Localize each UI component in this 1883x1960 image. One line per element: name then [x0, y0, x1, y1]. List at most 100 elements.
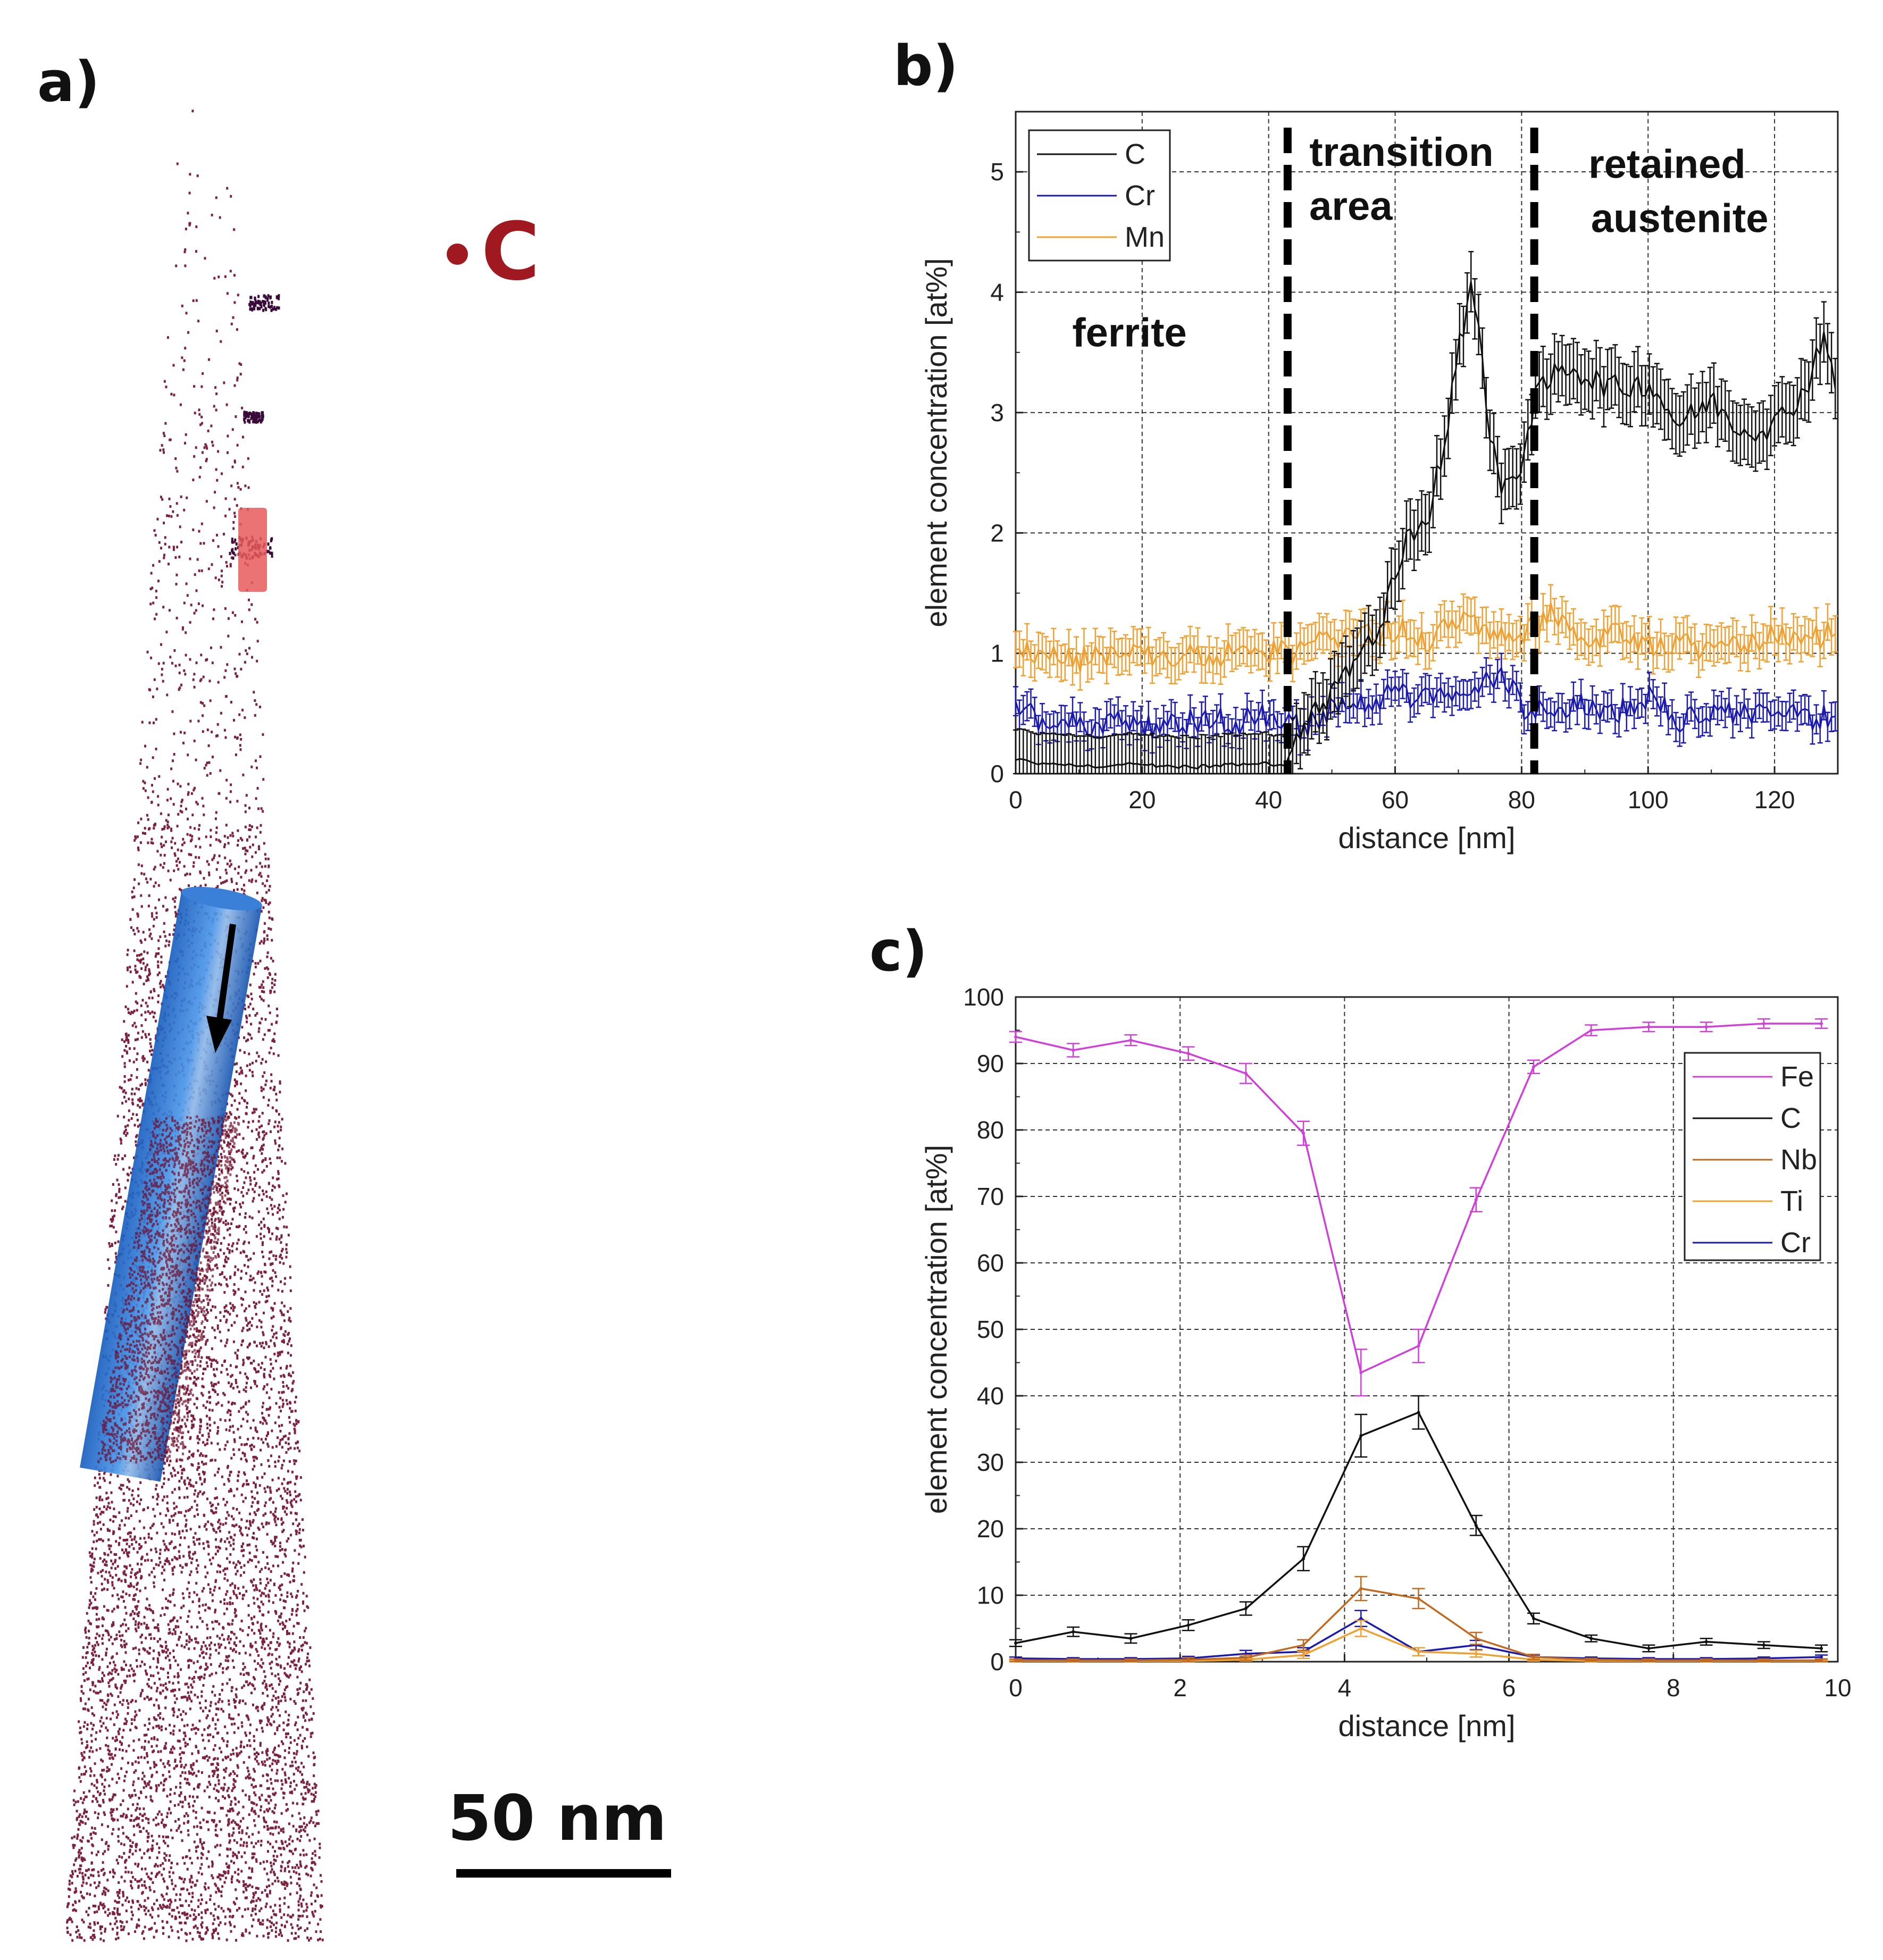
region-label: retained [1588, 142, 1746, 187]
x-tick-label: 0 [1009, 786, 1023, 814]
data-point [1244, 1071, 1248, 1075]
series-line [1015, 1411, 1822, 1649]
y-tick-label: 0 [990, 760, 1004, 788]
panel-c-label: c) [869, 919, 927, 984]
data-point [1417, 1411, 1420, 1414]
data-point [1302, 1557, 1305, 1561]
legend-entry: Cr [1125, 180, 1155, 212]
x-tick-label: 2 [1173, 1674, 1187, 1702]
carbon-dot-icon [447, 244, 468, 265]
data-point [1014, 1035, 1017, 1038]
region-label: area [1309, 184, 1393, 229]
data-point [1302, 1653, 1305, 1657]
data-point [1531, 1655, 1535, 1659]
data-point [1589, 1658, 1593, 1662]
data-point [1186, 1658, 1190, 1662]
data-point [1589, 1028, 1593, 1032]
data-point [1474, 1652, 1478, 1655]
data-point [1359, 1616, 1363, 1620]
scalebar-label: 50 nm [448, 1781, 667, 1855]
data-point [1417, 1344, 1420, 1348]
carbon-cluster [243, 411, 264, 424]
data-point [1762, 1659, 1765, 1662]
x-tick-label: 20 [1128, 786, 1156, 814]
series-c [1009, 1395, 1828, 1653]
y-tick-label: 70 [977, 1183, 1004, 1210]
data-point [1762, 1022, 1765, 1025]
y-tick-label: 40 [977, 1382, 1004, 1410]
data-point [1820, 1022, 1823, 1025]
element-legend-label: C [481, 206, 540, 298]
region-label: ferrite [1072, 310, 1186, 355]
y-tick-label: 80 [977, 1116, 1004, 1144]
data-point [1186, 1623, 1190, 1627]
y-tick-label: 30 [977, 1448, 1004, 1476]
data-point [1129, 1637, 1133, 1640]
scalebar [456, 1869, 671, 1878]
series-c [1013, 250, 1838, 775]
y-axis-title: element concentration [at%] [919, 258, 953, 627]
data-point [1704, 1659, 1708, 1662]
series-fe [1009, 1018, 1828, 1397]
y-tick-label: 4 [990, 279, 1004, 306]
chart-b: 0 20 40 60 80 100 120 0 1 2 3 4 5 distance [nm] elemen… [919, 111, 1839, 855]
data-point [1531, 1616, 1535, 1620]
data-point [1302, 1132, 1305, 1135]
data-point [1417, 1597, 1420, 1601]
x-tick-label: 80 [1508, 786, 1535, 814]
data-point [1704, 1025, 1708, 1029]
data-point [1129, 1659, 1133, 1662]
y-tick-label: 1 [990, 640, 1004, 667]
data-point [1762, 1643, 1765, 1647]
legend-entry: C [1780, 1102, 1801, 1134]
data-point [1072, 1630, 1075, 1634]
data-point [1647, 1659, 1651, 1662]
data-point [1359, 1371, 1363, 1375]
panel-b-label: b) [893, 33, 958, 98]
legend-entry: Mn [1125, 221, 1165, 253]
cylinder-atoms [97, 1115, 240, 1464]
cylinder-overlay-atoms [97, 1115, 240, 1464]
panel-b: b) 0 20 40 60 80 100 120 0 1 2 3 4 5 distance [nm] ele… [893, 33, 1839, 855]
x-tick-label: 40 [1255, 786, 1282, 814]
x-axis-title: distance [nm] [1338, 1709, 1515, 1743]
data-point [1704, 1640, 1708, 1644]
y-tick-label: 0 [990, 1648, 1004, 1676]
data-point [1186, 1052, 1190, 1056]
data-point [1359, 1627, 1363, 1630]
direction-arrow [206, 924, 236, 1053]
series-nb [1009, 1576, 1828, 1663]
y-tick-label: 20 [977, 1515, 1004, 1543]
legend-entry: Ti [1780, 1185, 1803, 1217]
data-point [1647, 1647, 1651, 1650]
data-point [1589, 1637, 1593, 1640]
data-point [1014, 1659, 1017, 1662]
data-point [1474, 1637, 1478, 1640]
data-point [1244, 1607, 1248, 1610]
legend-entry: Cr [1780, 1227, 1811, 1259]
x-tick-label: 120 [1754, 786, 1795, 814]
x-tick-label: 4 [1338, 1674, 1352, 1702]
data-point [1129, 1038, 1133, 1042]
data-point [1531, 1065, 1535, 1069]
data-point [1014, 1641, 1017, 1645]
red-cylinder-roi [238, 508, 267, 592]
x-tick-label: 10 [1824, 1674, 1851, 1702]
panel-a: a) C 50 nm [37, 49, 671, 1942]
y-tick-label: 5 [990, 158, 1004, 186]
y-axis-title: element concentration [at%] [919, 1145, 953, 1514]
data-point [1474, 1523, 1478, 1527]
legend-entry: Nb [1780, 1144, 1817, 1176]
y-tick-label: 2 [990, 519, 1004, 547]
carbon-cluster [248, 294, 280, 312]
series-mn [1013, 584, 1838, 691]
y-tick-label: 60 [977, 1249, 1004, 1277]
region-label: transition [1309, 130, 1493, 175]
legend-box [1684, 1052, 1821, 1261]
y-tick-label: 100 [963, 983, 1004, 1011]
data-point [1417, 1650, 1420, 1654]
legend-entry: Fe [1780, 1061, 1814, 1093]
region-label: austenite [1591, 196, 1769, 241]
